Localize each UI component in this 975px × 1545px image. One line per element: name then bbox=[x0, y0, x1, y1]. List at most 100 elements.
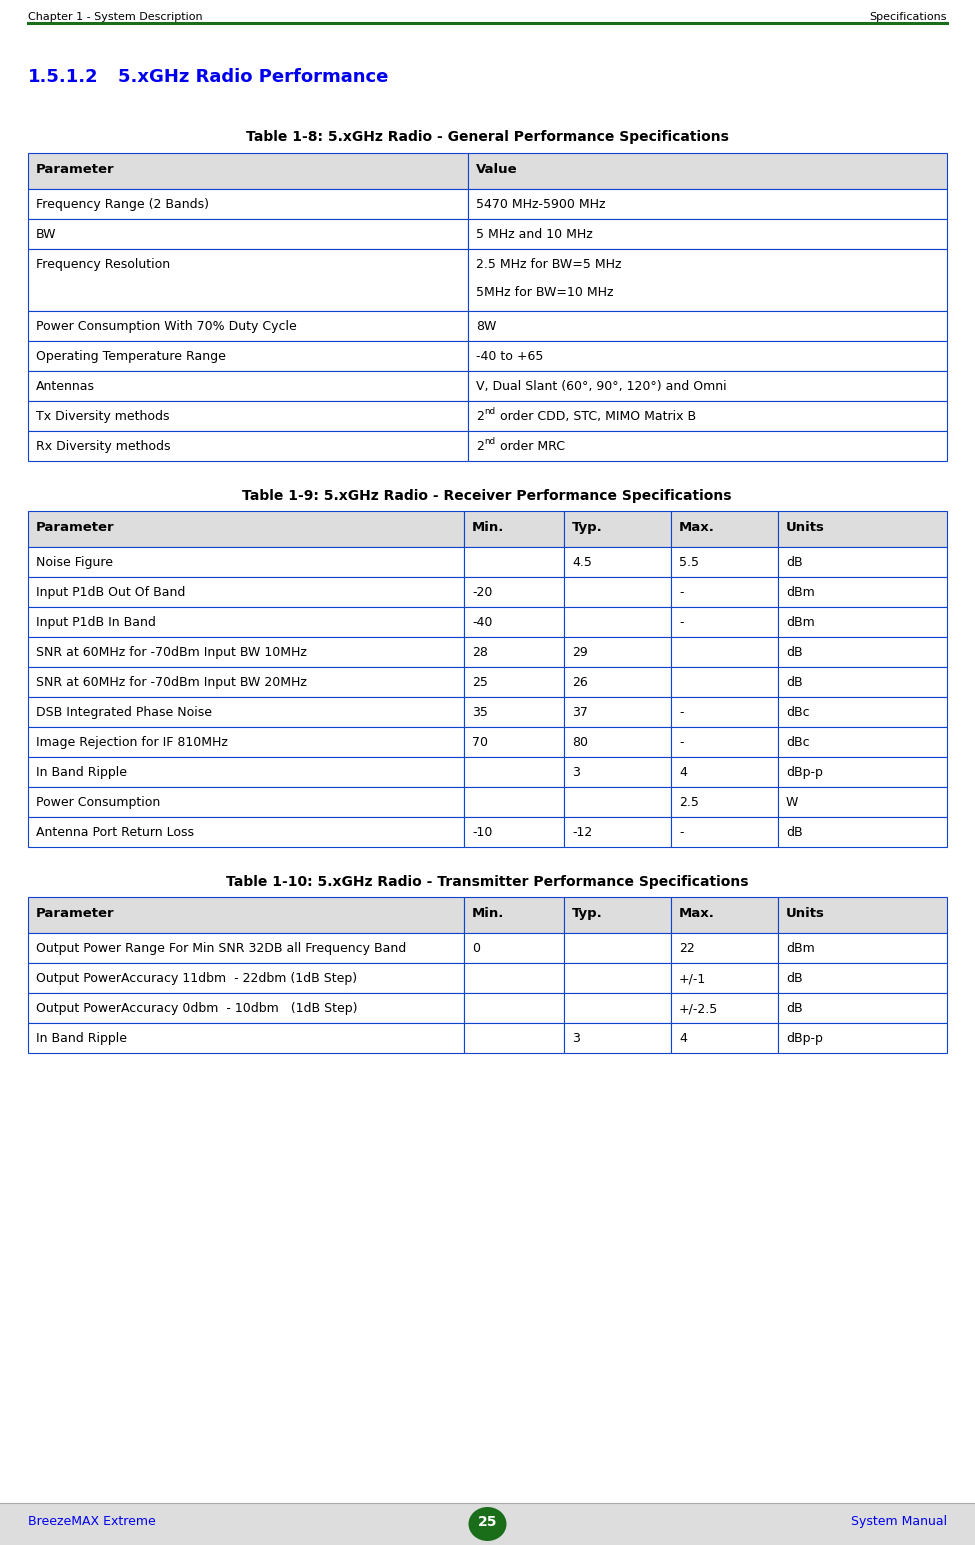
Text: Max.: Max. bbox=[679, 907, 715, 919]
Bar bbox=[28, 697, 464, 728]
Text: Specifications: Specifications bbox=[870, 12, 947, 22]
Text: Power Consumption: Power Consumption bbox=[36, 796, 160, 810]
Text: order CDD, STC, MIMO Matrix B: order CDD, STC, MIMO Matrix B bbox=[496, 409, 696, 423]
Bar bbox=[671, 993, 778, 1023]
Text: dBc: dBc bbox=[786, 706, 809, 718]
Bar bbox=[671, 576, 778, 607]
Text: Max.: Max. bbox=[679, 521, 715, 535]
Text: dBm: dBm bbox=[786, 586, 815, 599]
Bar bbox=[564, 667, 671, 697]
Bar bbox=[28, 311, 468, 341]
Bar bbox=[564, 993, 671, 1023]
Text: 29: 29 bbox=[572, 646, 588, 660]
Text: 28: 28 bbox=[472, 646, 488, 660]
Bar bbox=[28, 402, 468, 431]
Text: dBm: dBm bbox=[786, 616, 815, 629]
Bar bbox=[28, 153, 468, 188]
Text: In Band Ripple: In Band Ripple bbox=[36, 766, 127, 779]
Bar bbox=[778, 786, 947, 817]
Bar bbox=[671, 817, 778, 847]
Bar bbox=[671, 697, 778, 728]
Text: Image Rejection for IF 810MHz: Image Rejection for IF 810MHz bbox=[36, 735, 228, 749]
Text: 37: 37 bbox=[572, 706, 588, 718]
Bar bbox=[28, 219, 468, 249]
Text: dB: dB bbox=[786, 1003, 802, 1015]
Text: Frequency Range (2 Bands): Frequency Range (2 Bands) bbox=[36, 198, 209, 212]
Bar bbox=[671, 728, 778, 757]
Bar bbox=[778, 817, 947, 847]
Bar bbox=[464, 786, 564, 817]
Text: Parameter: Parameter bbox=[36, 521, 115, 535]
Text: 25: 25 bbox=[478, 1516, 497, 1530]
Bar bbox=[778, 576, 947, 607]
Text: dBm: dBm bbox=[786, 942, 815, 955]
Text: Output PowerAccuracy 11dbm  - 22dbm (1dB Step): Output PowerAccuracy 11dbm - 22dbm (1dB … bbox=[36, 972, 357, 986]
Text: V, Dual Slant (60°, 90°, 120°) and Omni: V, Dual Slant (60°, 90°, 120°) and Omni bbox=[476, 380, 726, 392]
Text: Input P1dB In Band: Input P1dB In Band bbox=[36, 616, 156, 629]
Text: order MRC: order MRC bbox=[496, 440, 565, 453]
Bar bbox=[564, 933, 671, 963]
Bar bbox=[464, 898, 564, 933]
Text: -: - bbox=[679, 586, 683, 599]
Text: -: - bbox=[679, 735, 683, 749]
Bar bbox=[564, 547, 671, 576]
Bar bbox=[464, 728, 564, 757]
Bar bbox=[28, 817, 464, 847]
Bar bbox=[464, 993, 564, 1023]
Text: dB: dB bbox=[786, 827, 802, 839]
Bar bbox=[28, 371, 468, 402]
Bar bbox=[564, 898, 671, 933]
Bar bbox=[28, 1023, 464, 1054]
Bar bbox=[28, 188, 468, 219]
Bar bbox=[671, 547, 778, 576]
Bar bbox=[564, 576, 671, 607]
Bar bbox=[778, 511, 947, 547]
Bar bbox=[464, 511, 564, 547]
Bar bbox=[671, 963, 778, 993]
Bar bbox=[28, 667, 464, 697]
Bar bbox=[464, 963, 564, 993]
Text: 80: 80 bbox=[572, 735, 588, 749]
Text: dB: dB bbox=[786, 646, 802, 660]
Bar bbox=[28, 728, 464, 757]
Text: SNR at 60MHz for -70dBm Input BW 20MHz: SNR at 60MHz for -70dBm Input BW 20MHz bbox=[36, 677, 307, 689]
Bar bbox=[468, 153, 947, 188]
Text: 4.5: 4.5 bbox=[572, 556, 592, 569]
Bar bbox=[564, 511, 671, 547]
Text: BW: BW bbox=[36, 229, 57, 241]
Bar bbox=[671, 786, 778, 817]
Bar bbox=[778, 933, 947, 963]
Text: dBp-p: dBp-p bbox=[786, 766, 823, 779]
Text: In Band Ripple: In Band Ripple bbox=[36, 1032, 127, 1044]
Text: Noise Figure: Noise Figure bbox=[36, 556, 113, 569]
Bar bbox=[671, 511, 778, 547]
Text: 3: 3 bbox=[572, 766, 580, 779]
Text: Min.: Min. bbox=[472, 521, 504, 535]
Bar bbox=[671, 667, 778, 697]
Text: Min.: Min. bbox=[472, 907, 504, 919]
Bar bbox=[671, 898, 778, 933]
Bar bbox=[778, 1023, 947, 1054]
Text: -40 to +65: -40 to +65 bbox=[476, 351, 543, 363]
Text: +/-2.5: +/-2.5 bbox=[679, 1003, 719, 1015]
Bar bbox=[671, 933, 778, 963]
Text: 1.5.1.2: 1.5.1.2 bbox=[28, 68, 98, 87]
Text: nd: nd bbox=[484, 437, 495, 447]
Text: Rx Diversity methods: Rx Diversity methods bbox=[36, 440, 171, 453]
Text: 70: 70 bbox=[472, 735, 488, 749]
Bar bbox=[28, 933, 464, 963]
Bar bbox=[28, 249, 468, 311]
Bar bbox=[468, 341, 947, 371]
Text: 2: 2 bbox=[476, 409, 484, 423]
Text: dB: dB bbox=[786, 677, 802, 689]
Text: -40: -40 bbox=[472, 616, 492, 629]
Bar bbox=[464, 667, 564, 697]
Text: -: - bbox=[679, 827, 683, 839]
Text: dBp-p: dBp-p bbox=[786, 1032, 823, 1044]
Bar bbox=[671, 637, 778, 667]
Text: Value: Value bbox=[476, 164, 518, 176]
Text: 8W: 8W bbox=[476, 320, 496, 334]
Bar bbox=[671, 757, 778, 786]
Bar bbox=[778, 898, 947, 933]
Text: Units: Units bbox=[786, 521, 825, 535]
